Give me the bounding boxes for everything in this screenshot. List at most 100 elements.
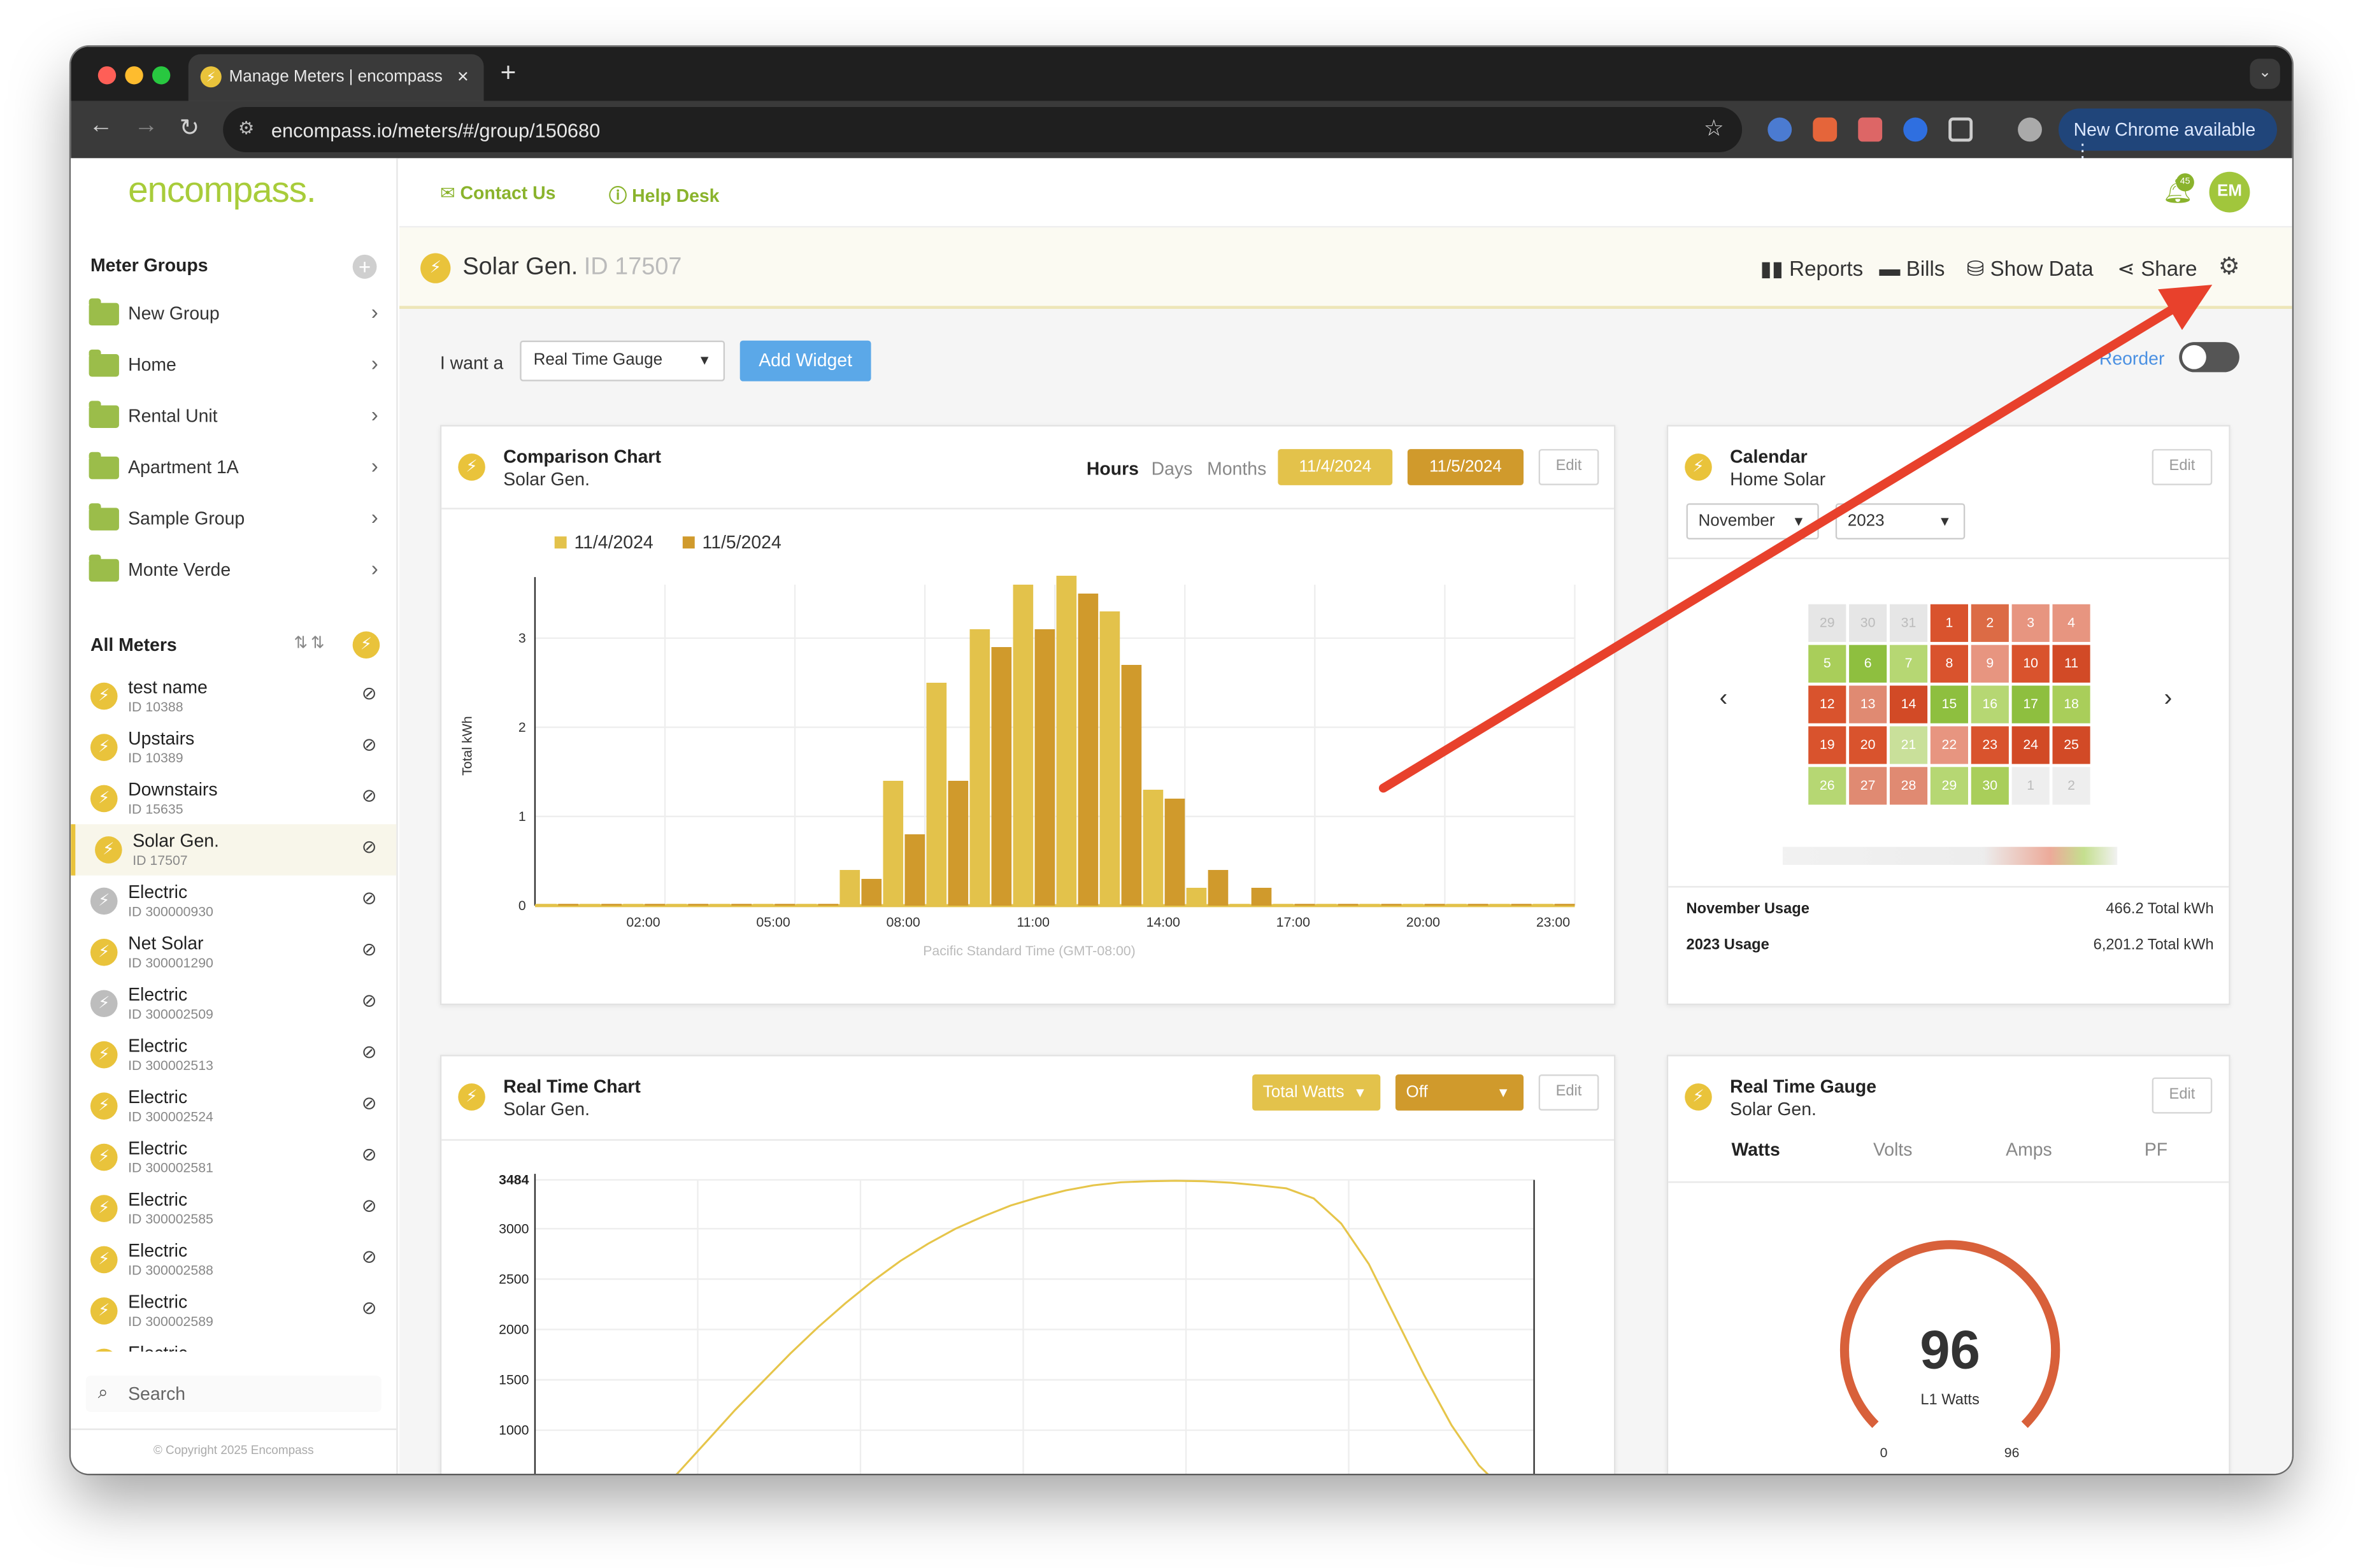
gauge-tab-pf[interactable]: PF <box>2144 1139 2168 1160</box>
calendar-day[interactable]: 30 <box>1971 767 2009 805</box>
calendar-day[interactable]: 2 <box>2052 767 2090 805</box>
bar[interactable] <box>1381 904 1402 906</box>
bar[interactable] <box>688 904 709 906</box>
edit-gauge-button[interactable]: Edit <box>2152 1077 2213 1114</box>
calendar-day[interactable]: 22 <box>1930 726 1968 764</box>
bolt-filter-icon[interactable]: ⚡ <box>352 631 380 659</box>
calendar-day[interactable]: 15 <box>1930 685 1968 723</box>
bar[interactable] <box>666 904 687 906</box>
meter-item[interactable]: ⚡ Electric ID 300002509 ⊘ <box>71 978 396 1029</box>
compare-select[interactable]: Off ▼ <box>1395 1074 1524 1111</box>
bar[interactable] <box>1056 576 1077 906</box>
calendar-day[interactable]: 10 <box>2011 645 2050 683</box>
calendar-day[interactable]: 20 <box>1849 726 1887 764</box>
meter-item[interactable]: ⚡ test name ID 10388 ⊘ <box>71 671 396 722</box>
bar[interactable] <box>1338 904 1359 906</box>
add-widget-button[interactable]: Add Widget <box>739 340 871 381</box>
hide-eye-icon[interactable]: ⊘ <box>361 734 377 755</box>
edit-realtime-button[interactable]: Edit <box>1538 1074 1599 1111</box>
profile-icon[interactable] <box>2018 117 2042 142</box>
bills-link[interactable]: ▬ Bills <box>1879 256 1945 281</box>
hide-eye-icon[interactable]: ⊘ <box>362 1349 377 1352</box>
calendar-day[interactable]: 21 <box>1889 726 1928 764</box>
meter-item[interactable]: ⚡ Electric ⊘ <box>71 1337 396 1352</box>
range-hours[interactable]: Hours <box>1086 458 1139 480</box>
add-group-icon[interactable]: + <box>352 254 377 279</box>
bar[interactable] <box>926 682 947 906</box>
sort-icons[interactable]: ⇅⇅ <box>294 634 328 653</box>
widget-type-select[interactable]: Real Time Gauge ▼ <box>520 340 725 381</box>
date1-button[interactable]: 11/4/2024 <box>1278 449 1393 485</box>
site-settings-icon[interactable]: ⚙ <box>238 117 255 139</box>
reports-link[interactable]: ▮▮ Reports <box>1760 256 1864 281</box>
bar[interactable] <box>1013 585 1034 906</box>
bar[interactable] <box>818 904 839 906</box>
new-chrome-button[interactable]: New Chrome available ⋮ <box>2058 108 2278 161</box>
hide-eye-icon[interactable]: ⊘ <box>361 1092 377 1114</box>
calendar-day[interactable]: 25 <box>2052 726 2090 764</box>
meter-item[interactable]: ⚡ Electric ID 300002585 ⊘ <box>71 1183 396 1234</box>
back-icon[interactable]: ← <box>89 113 113 139</box>
hide-eye-icon[interactable]: ⊘ <box>361 887 377 909</box>
meter-item[interactable]: ⚡ Electric ID 300002581 ⊘ <box>71 1132 396 1183</box>
metric-select[interactable]: Total Watts ▼ <box>1252 1074 1381 1111</box>
hide-eye-icon[interactable]: ⊘ <box>361 785 377 806</box>
calendar-day[interactable]: 7 <box>1889 645 1928 683</box>
calendar-day[interactable]: 26 <box>1808 767 1846 805</box>
bar[interactable] <box>1294 904 1315 906</box>
calendar-day[interactable]: 8 <box>1930 645 1968 683</box>
gear-icon[interactable]: ⚙ <box>2218 254 2240 281</box>
bar[interactable] <box>904 834 925 906</box>
group-item[interactable]: Sample Group › <box>71 493 396 544</box>
chevron-down-icon[interactable]: ⌄ <box>2250 59 2280 89</box>
reorder-toggle[interactable] <box>2179 342 2239 373</box>
calendar-day[interactable]: 13 <box>1849 685 1887 723</box>
address-bar[interactable]: ⚙ encompass.io/meters/#/group/150680 ☆ <box>223 106 1743 152</box>
bar[interactable] <box>1034 629 1055 906</box>
new-tab-icon[interactable]: + <box>500 57 517 88</box>
calendar-day[interactable]: 1 <box>1930 604 1968 642</box>
next-month-icon[interactable]: › <box>2164 685 2173 711</box>
prev-month-icon[interactable]: ‹ <box>1719 685 1728 711</box>
puzzle-icon[interactable] <box>1948 117 1973 142</box>
group-item[interactable]: Monte Verde › <box>71 544 396 595</box>
bar[interactable] <box>1316 904 1337 906</box>
search-input[interactable]: ⌕ Search <box>85 1376 382 1412</box>
hide-eye-icon[interactable]: ⊘ <box>361 990 377 1011</box>
calendar-day[interactable]: 16 <box>1971 685 2009 723</box>
bar[interactable] <box>1251 887 1272 906</box>
calendar-day[interactable]: 23 <box>1971 726 2009 764</box>
group-item[interactable]: Home › <box>71 339 396 390</box>
meter-item[interactable]: ⚡ Downstairs ID 15635 ⊘ <box>71 773 396 824</box>
reload-icon[interactable]: ↻ <box>179 116 200 142</box>
bar[interactable] <box>1143 789 1164 906</box>
bar[interactable] <box>558 904 578 906</box>
hide-eye-icon[interactable]: ⊘ <box>361 682 377 704</box>
meter-item[interactable]: ⚡ Electric ID 300002513 ⊘ <box>71 1029 396 1080</box>
bar[interactable] <box>536 904 557 906</box>
calendar-day[interactable]: 29 <box>1930 767 1968 805</box>
meter-item[interactable]: ⚡ Electric ID 300002589 ⊘ <box>71 1285 396 1336</box>
hide-eye-icon[interactable]: ⊘ <box>361 836 377 858</box>
bar[interactable] <box>775 904 796 906</box>
logo[interactable]: encompass. <box>128 170 317 211</box>
gauge-tab-amps[interactable]: Amps <box>2006 1139 2052 1160</box>
star-icon[interactable]: ☆ <box>1703 116 1724 142</box>
bar[interactable] <box>883 780 904 906</box>
calendar-day[interactable]: 18 <box>2052 685 2090 723</box>
calendar-day[interactable]: 17 <box>2011 685 2050 723</box>
calendar-day[interactable]: 24 <box>2011 726 2050 764</box>
bar[interactable] <box>1359 904 1380 906</box>
bar[interactable] <box>1078 594 1099 906</box>
bar[interactable] <box>601 904 622 906</box>
calendar-day[interactable]: 9 <box>1971 645 2009 683</box>
contact-us-link[interactable]: ✉ Contact Us <box>439 182 556 204</box>
gauge-tab-volts[interactable]: Volts <box>1873 1139 1913 1160</box>
bar[interactable] <box>1467 904 1488 906</box>
close-tab-icon[interactable]: × <box>457 64 469 88</box>
group-item[interactable]: Apartment 1A › <box>71 441 396 492</box>
calendar-day[interactable]: 3 <box>2011 604 2050 642</box>
calendar-day[interactable]: 12 <box>1808 685 1846 723</box>
bar[interactable] <box>861 878 882 906</box>
minimize-window-icon[interactable] <box>125 66 143 85</box>
